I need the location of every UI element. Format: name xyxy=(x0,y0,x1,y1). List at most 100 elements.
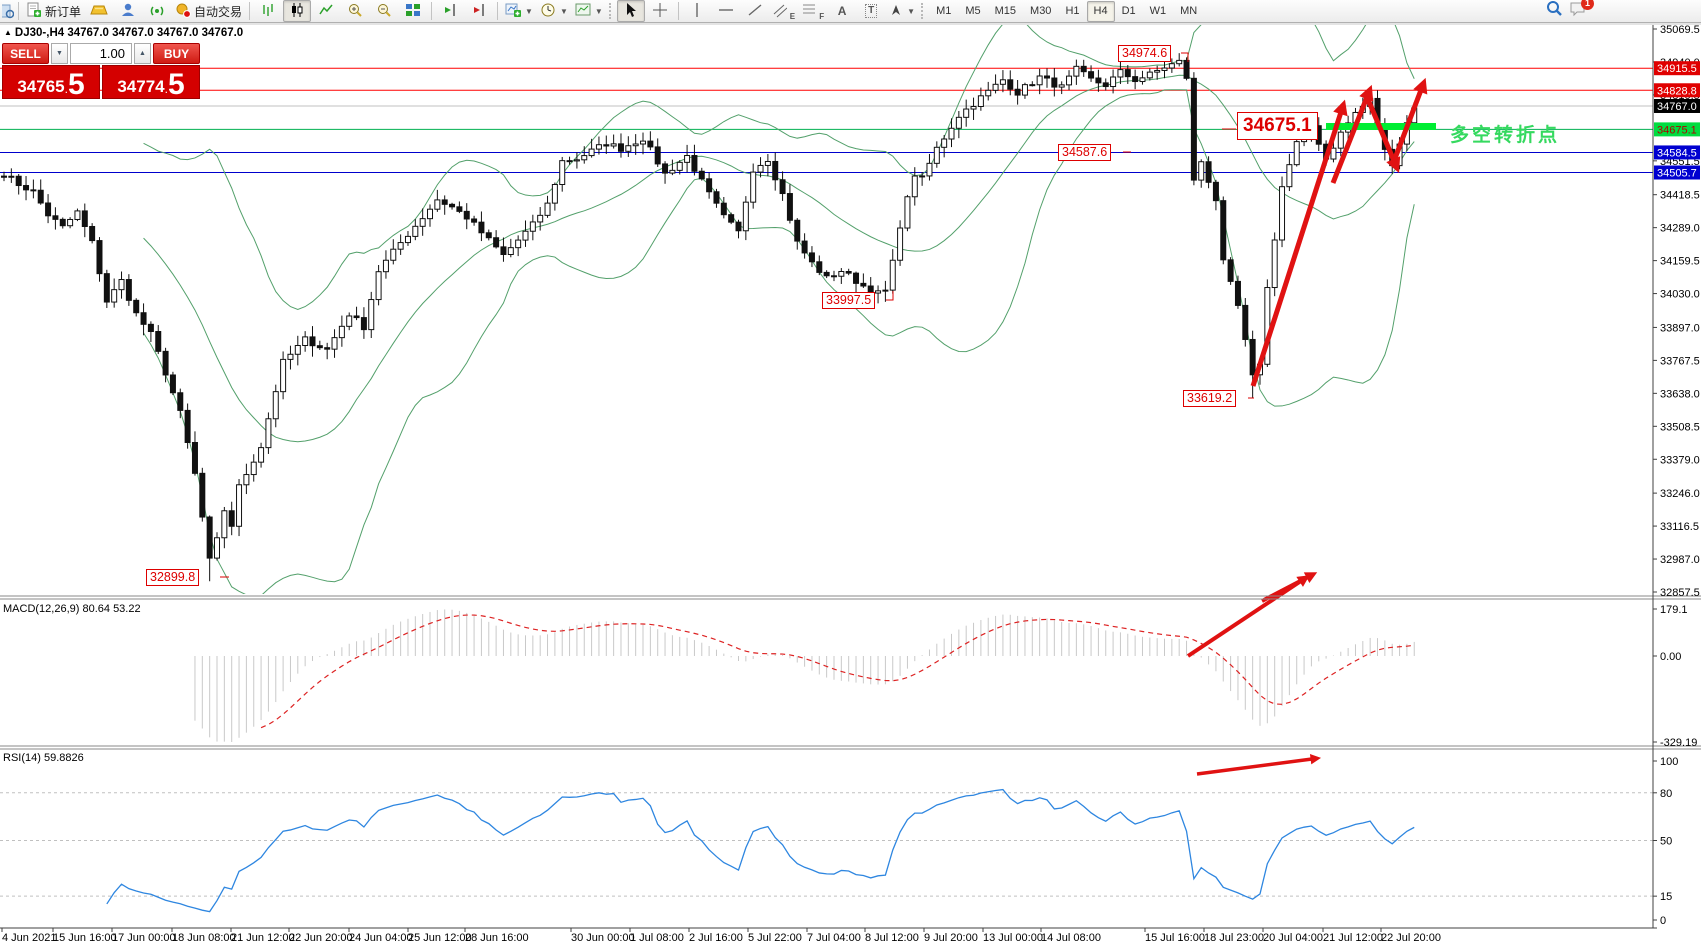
volume-input[interactable]: 1.00 xyxy=(70,43,132,64)
sell-button[interactable]: SELL xyxy=(2,43,49,64)
zoom-in-button[interactable] xyxy=(341,0,369,22)
timeframe-button-d1[interactable]: D1 xyxy=(1121,5,1136,17)
price-badge xyxy=(1654,165,1700,180)
trend-arrow[interactable] xyxy=(1196,757,1313,776)
buy-button[interactable]: BUY xyxy=(153,43,200,64)
candle-body xyxy=(610,143,617,147)
price-badge xyxy=(1654,122,1700,137)
autotrading-button[interactable]: 自动交易 xyxy=(172,0,245,22)
timeframe-button-h1[interactable]: H1 xyxy=(1065,5,1080,17)
new-chart-button[interactable]: ▼ xyxy=(502,0,536,22)
candlestick-mode-button[interactable] xyxy=(283,0,312,22)
sell-price-display[interactable]: 34765. 5 xyxy=(2,65,100,99)
trend-arrow[interactable] xyxy=(1250,111,1344,387)
price-annotation-label[interactable]: 32899.8 xyxy=(146,569,200,586)
candle-body xyxy=(1110,76,1117,88)
macd-tick-label: 0.00 xyxy=(1660,651,1681,663)
candle-body xyxy=(118,279,125,291)
price-badge-label: 34915.5 xyxy=(1657,63,1697,75)
candle-body xyxy=(1286,164,1293,188)
period-button[interactable]: ▼ xyxy=(537,0,571,22)
chart-shift-button[interactable] xyxy=(465,0,493,22)
candle-body xyxy=(375,271,382,301)
candle-body xyxy=(258,447,265,463)
price-annotation-label[interactable]: 34974.6 xyxy=(1118,45,1172,62)
macd-indicator-label: MACD(12,26,9) 80.64 53.22 xyxy=(3,603,141,615)
bar-chart-mode-button[interactable] xyxy=(254,0,282,22)
template-icon xyxy=(575,2,591,21)
chinese-note-label[interactable]: 多空转折点 xyxy=(1450,125,1561,146)
timeframe-button-m1[interactable]: M1 xyxy=(936,5,952,17)
horizontal-line-tool-button[interactable] xyxy=(712,0,740,22)
candle-body xyxy=(632,143,639,147)
zoom-out-button[interactable] xyxy=(370,0,398,22)
candle-body xyxy=(735,221,742,232)
time-tick-label: 28 Jun 16:00 xyxy=(465,932,529,944)
cursor-tool-button[interactable] xyxy=(616,0,645,22)
text-label-tool-button[interactable]: T xyxy=(857,0,885,22)
tile-windows-button[interactable] xyxy=(399,0,427,22)
trend-arrow[interactable] xyxy=(1330,96,1370,184)
time-tick-label: 15 Jun 16:00 xyxy=(53,932,117,944)
price-badge-label: 34828.8 xyxy=(1657,85,1697,97)
timeframe-button-m5[interactable]: M5 xyxy=(965,5,981,17)
autotrading-icon xyxy=(175,2,191,21)
line-chart-mode-button[interactable] xyxy=(312,0,340,22)
candle-body xyxy=(823,271,830,277)
toolbar-separator xyxy=(431,2,433,20)
volume-increase-button[interactable]: ▲ xyxy=(134,43,151,64)
trend-arrow[interactable] xyxy=(1364,96,1397,162)
candle-body xyxy=(1029,84,1036,87)
price-annotation-label[interactable]: 33619.2 xyxy=(1183,390,1237,407)
auto-scroll-button[interactable] xyxy=(436,0,464,22)
candle-body xyxy=(331,337,338,350)
candle-body xyxy=(456,206,463,212)
price-badge-label: 34767.0 xyxy=(1657,101,1697,113)
channel-tool-button[interactable]: E xyxy=(770,0,798,22)
trend-arrow[interactable] xyxy=(1391,89,1424,162)
candle-body xyxy=(1234,280,1241,306)
candle-body xyxy=(1161,67,1168,71)
candle-body xyxy=(551,184,558,204)
candle-body xyxy=(1190,77,1197,181)
timeframe-button-h4[interactable]: H4 xyxy=(1086,0,1115,22)
notifications-button[interactable]: 1 xyxy=(1569,0,1594,22)
fibonacci-tool-button[interactable]: F xyxy=(799,0,827,22)
price-annotation-label[interactable]: 33997.5 xyxy=(822,292,876,309)
timeframe-button-m15[interactable]: M15 xyxy=(994,5,1017,17)
candle-body xyxy=(74,210,81,220)
partial-chart-icon xyxy=(2,3,14,19)
price-annotation-label[interactable]: 34675.1 xyxy=(1237,112,1318,140)
community-button[interactable] xyxy=(114,0,142,22)
candle-body xyxy=(81,210,88,227)
candle-body xyxy=(1249,338,1256,376)
candle-body xyxy=(808,252,815,263)
candle-body xyxy=(669,169,676,174)
horizontal-line-icon xyxy=(718,3,734,20)
buy-price-display[interactable]: 34774. 5 xyxy=(102,65,200,99)
timeframe-button-w1[interactable]: W1 xyxy=(1149,5,1167,17)
trendline-tool-button[interactable] xyxy=(741,0,769,22)
trend-arrow[interactable] xyxy=(1186,579,1303,658)
trend-arrow[interactable] xyxy=(1261,575,1309,603)
templates-button[interactable]: ▼ xyxy=(572,0,606,22)
arrows-tool-button[interactable]: ▼ xyxy=(886,0,918,22)
candle-body xyxy=(1095,77,1102,84)
signals-button[interactable] xyxy=(143,0,171,22)
volume-decrease-button[interactable]: ▼ xyxy=(51,43,68,64)
toolbar-separator xyxy=(18,2,19,20)
text-tool-button[interactable]: A xyxy=(828,0,856,22)
price-annotation-label[interactable]: 34587.6 xyxy=(1058,144,1112,161)
search-icon[interactable] xyxy=(1546,0,1563,22)
candle-body xyxy=(30,189,37,192)
new-order-button[interactable]: 新订单 xyxy=(23,0,84,22)
toolbar-separator xyxy=(497,2,499,20)
timeframe-button-m30[interactable]: M30 xyxy=(1030,5,1052,17)
vertical-line-tool-button[interactable] xyxy=(683,0,711,22)
timeframe-button-mn[interactable]: MN xyxy=(1180,5,1198,17)
deposit-button[interactable] xyxy=(85,0,113,22)
crosshair-tool-button[interactable] xyxy=(646,0,674,22)
toolbar-right-group: 1 xyxy=(1546,0,1594,22)
candle-body xyxy=(860,282,867,287)
